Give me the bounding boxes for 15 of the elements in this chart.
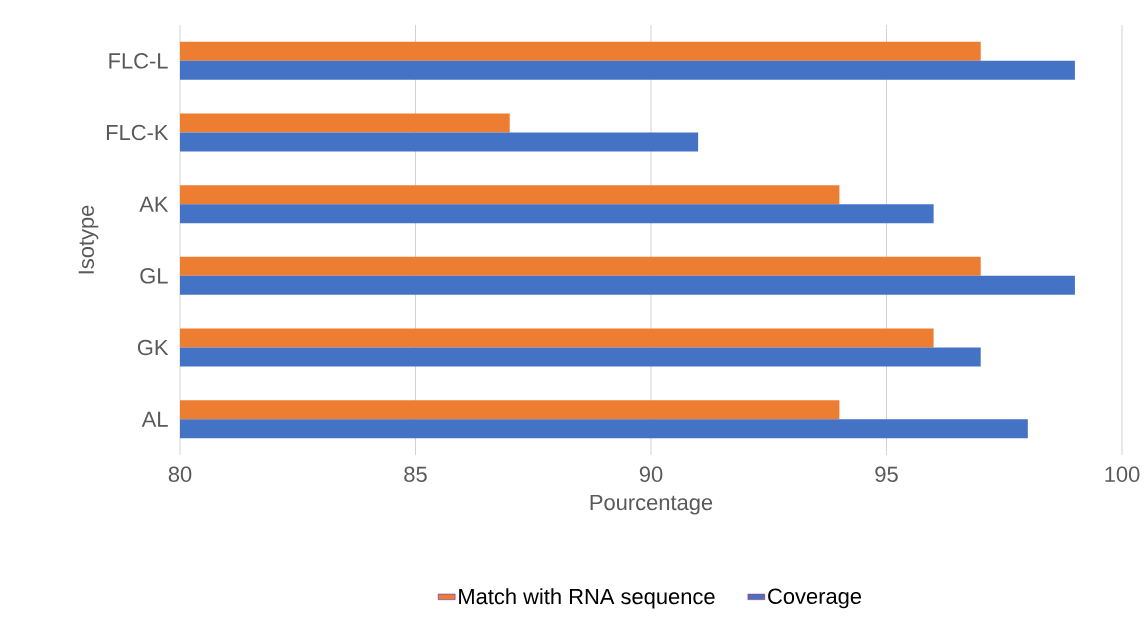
x-tick-label: 95 [875, 466, 898, 483]
y-tick-label: AK [139, 196, 169, 212]
y-axis-title: Isotype [78, 205, 99, 274]
x-tick-label: 85 [404, 466, 427, 483]
x-tick-label: 90 [639, 466, 663, 483]
y-tick-label: GL [140, 268, 168, 284]
y-tick-label: GK [137, 339, 169, 356]
y-tick-label: FLC-L [109, 53, 168, 69]
x-tick-label: 100 [1105, 466, 1140, 483]
legend-label: Coverage [768, 588, 862, 609]
y-tick-label: FLC-K [106, 124, 169, 141]
legend-label: Match with RNA sequence [459, 588, 715, 609]
x-axis-title: Pourcentage [590, 494, 713, 515]
y-tick-label: AL [141, 411, 168, 427]
x-tick-label: 80 [168, 466, 192, 483]
